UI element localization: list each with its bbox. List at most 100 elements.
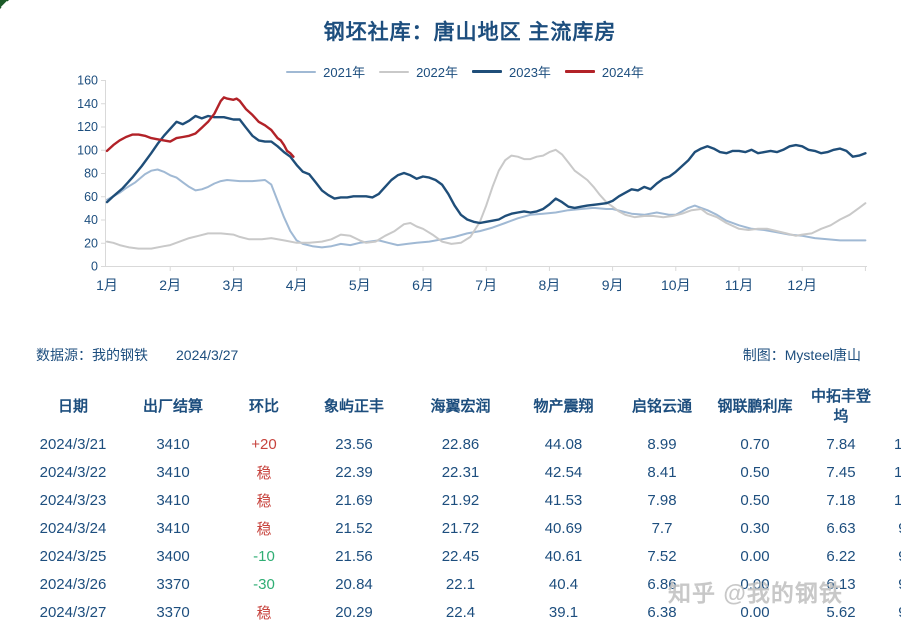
column-header: 合计: [882, 384, 901, 430]
table-cell: -30: [253, 575, 275, 593]
column-header: 中拓丰登坞: [810, 387, 871, 425]
column-header: 启铭云通: [631, 397, 692, 415]
table-cell: -10: [253, 547, 275, 565]
y-axis-label: 0: [91, 260, 98, 274]
table-cell: 22.39: [335, 463, 373, 481]
table-cell: 3400: [156, 547, 190, 565]
table-cell: 22.31: [441, 463, 480, 481]
legend-line-swatch: [564, 70, 595, 73]
table-cell: 8.41: [647, 463, 677, 481]
table-cell: 6.13: [826, 575, 856, 593]
table-cell: 2024/3/27: [39, 603, 107, 621]
table-cell: 0.00: [740, 603, 770, 621]
x-axis-label: 6月: [412, 277, 434, 293]
table-row: 2024/3/23 3410 稳 21.69 21.92 41.53 7.98 0.50 7.1…: [28, 486, 901, 514]
table-cell: 2024/3/24: [39, 519, 107, 537]
x-axis-label: 5月: [349, 277, 371, 293]
table-cell: 21.69: [335, 491, 373, 509]
x-axis-label: 12月: [787, 277, 817, 293]
column-header: 日期: [57, 397, 88, 415]
data-source-label: 数据源：我的钢铁: [36, 347, 148, 363]
table-cell: 3410: [156, 519, 190, 537]
table-row: 2024/3/22 3410 稳 22.39 22.31 42.54 8.41 0.50 7.4…: [28, 458, 901, 486]
table-cell: 2024/3/21: [39, 435, 107, 453]
table-cell: 108.03: [894, 435, 901, 453]
y-axis-label: 140: [77, 97, 98, 111]
data-source-date: 2024/3/27: [176, 347, 239, 363]
table-cell: 0.70: [740, 435, 770, 453]
x-axis-label: 4月: [286, 277, 308, 293]
series-line-2024年: [105, 96, 295, 158]
table-row: 2024/3/26 3370 -30 20.84 22.1 40.4 6.86 0.00 6.1…: [28, 570, 901, 598]
table-cell: 22.1: [445, 575, 476, 593]
table-cell: 7.18: [826, 491, 856, 509]
table-cell: 44.08: [544, 435, 583, 453]
table-cell: 7.45: [826, 463, 856, 481]
table-row: 2024/3/21 3410 +20 23.56 22.86 44.08 8.99 0.70 7…: [28, 430, 901, 458]
table-cell: 2024/3/23: [39, 491, 107, 509]
table-cell: 6.22: [826, 547, 856, 565]
table-cell: 39.1: [548, 603, 579, 621]
table-cell: 稳: [256, 520, 272, 538]
chart-title: 钢坯社库：唐山地区 主流库房: [323, 21, 617, 44]
table-cell: 96.33: [882, 570, 901, 598]
legend-item: 2024年: [564, 62, 644, 81]
table-cell: 20.84: [335, 575, 373, 593]
table-cell: 8.99: [647, 435, 677, 453]
legend-line-swatch: [379, 70, 410, 73]
table-cell: 0.00: [740, 547, 770, 565]
corner-arrow-icon: [0, 0, 9, 9]
table-cell: 22.86: [441, 435, 480, 453]
table-cell: 23.56: [335, 435, 373, 453]
table-cell: 100.80: [894, 491, 901, 509]
table-cell: 22.4: [445, 603, 476, 621]
x-axis-label: 9月: [602, 277, 624, 293]
legend-item: 2022年: [379, 62, 458, 81]
legend-item: 2023年: [472, 62, 551, 81]
y-axis-label: 60: [84, 190, 98, 204]
column-header: 物产震翔: [533, 397, 594, 415]
series-line-2023年: [105, 114, 867, 225]
table-cell: 42.54: [544, 463, 583, 481]
table-cell: 41.53: [544, 491, 583, 509]
table-cell: 7.98: [647, 491, 677, 509]
series-line-2021年: [106, 168, 867, 249]
inventory-line-chart: 0 20 40 60 80 100 120 140 160 1月 2月 3月 4月 5月 6月 7月 8月 9月 1…: [77, 74, 867, 293]
table-cell: 0.50: [740, 463, 770, 481]
table-header-row: 日期出厂结算环比象屿正丰海翼宏润物产震翔启铭云通钢联鹏利库中拓丰登坞合计日增减: [28, 384, 901, 430]
chart-credit: 制图：Mysteel唐山: [742, 347, 861, 363]
legend-label: 2021年: [323, 65, 366, 80]
chart-legend: 2021年 2022年 2023年 2024年: [0, 62, 901, 81]
table-cell: 21.52: [335, 519, 373, 537]
table-cell: 21.56: [335, 547, 373, 565]
table-body: 2024/3/21 3410 +20 23.56 22.86 44.08 8.99 0.70 7…: [28, 430, 901, 626]
table-cell: 7.52: [647, 547, 677, 565]
table-cell: 40.4: [548, 575, 579, 593]
table-cell: 22.45: [441, 547, 480, 565]
series-line-2022年: [106, 148, 867, 250]
table-cell: 40.69: [544, 519, 583, 537]
legend-line-swatch: [472, 70, 502, 73]
table-cell: 40.61: [544, 547, 583, 565]
x-axis-label: 7月: [475, 277, 497, 293]
table-cell: 98.56: [882, 514, 901, 542]
y-axis-label: 120: [77, 120, 98, 134]
column-header: 海翼宏润: [430, 397, 491, 415]
legend-item: 2021年: [286, 62, 365, 81]
inventory-table: 日期出厂结算环比象屿正丰海翼宏润物产震翔启铭云通钢联鹏利库中拓丰登坞合计日增减 …: [28, 384, 901, 626]
table-cell: 3410: [156, 491, 190, 509]
table-row: 2024/3/24 3410 稳 21.52 21.72 40.69 7.7 0.30 6.63…: [28, 514, 901, 542]
legend-label: 2022年: [416, 65, 458, 80]
table-cell: 5.62: [826, 603, 856, 621]
column-header: 出厂结算: [142, 397, 203, 415]
y-axis-label: 100: [77, 143, 98, 157]
x-axis-label: 8月: [539, 277, 561, 293]
table-cell: +20: [251, 435, 277, 453]
table-cell: 7.7: [651, 519, 673, 537]
table-cell: 20.29: [335, 603, 373, 621]
table-cell: 3410: [156, 463, 190, 481]
table-cell: 2024/3/22: [39, 463, 107, 481]
column-header: 象屿正丰: [323, 397, 384, 415]
table-cell: 21.72: [441, 519, 480, 537]
